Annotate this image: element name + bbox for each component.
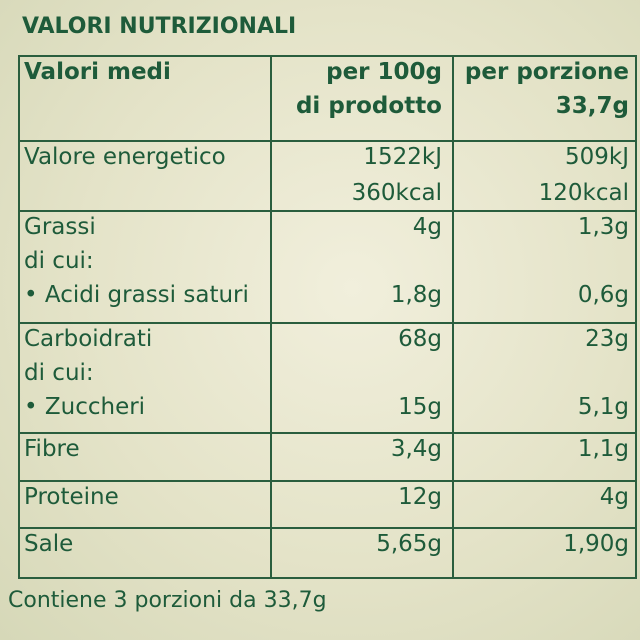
row-line bbox=[18, 210, 635, 212]
row-label: • Acidi grassi saturi bbox=[24, 282, 249, 308]
row-label: Grassi bbox=[24, 214, 96, 240]
per-100g-value: di prodotto bbox=[295, 93, 442, 119]
per-100g-value: 1522kJ bbox=[363, 144, 442, 170]
per-portion-value: 23g bbox=[585, 326, 629, 352]
per-100g-value: 15g bbox=[398, 394, 442, 420]
row-label: di cui: bbox=[24, 360, 94, 386]
row-line bbox=[18, 527, 635, 529]
row-line bbox=[18, 322, 635, 324]
row-line bbox=[18, 577, 635, 579]
row-label: Valore energetico bbox=[24, 144, 226, 170]
per-100g-value: 4g bbox=[412, 214, 442, 240]
row-label: Carboidrati bbox=[24, 326, 153, 352]
per-portion-value: 4g bbox=[599, 484, 629, 510]
per-portion-value: 1,1g bbox=[577, 436, 629, 462]
column-line bbox=[635, 55, 637, 579]
per-portion-value: 5,1g bbox=[577, 394, 629, 420]
column-line bbox=[452, 55, 454, 579]
per-portion-value: 509kJ bbox=[564, 144, 629, 170]
column-line bbox=[18, 55, 20, 579]
row-label: Valori medi bbox=[24, 59, 171, 85]
per-portion-value: 1,3g bbox=[577, 214, 629, 240]
per-portion-value: 120kcal bbox=[538, 180, 629, 206]
column-line bbox=[270, 55, 272, 579]
footer: Contiene 3 porzioni da 33,7g bbox=[8, 588, 327, 613]
per-100g-value: 12g bbox=[398, 484, 442, 510]
row-line bbox=[18, 140, 635, 142]
per-portion-value: 1,90g bbox=[563, 531, 629, 557]
row-line bbox=[18, 480, 635, 482]
per-100g-value: per 100g bbox=[326, 59, 442, 85]
title: VALORI NUTRIZIONALI bbox=[22, 14, 297, 39]
per-100g-value: 5,65g bbox=[376, 531, 442, 557]
per-100g-value: 360kcal bbox=[351, 180, 442, 206]
row-label: • Zuccheri bbox=[24, 394, 146, 420]
per-100g-value: 3,4g bbox=[390, 436, 442, 462]
per-100g-value: 68g bbox=[398, 326, 442, 352]
row-label: di cui: bbox=[24, 248, 94, 274]
row-label: Proteine bbox=[24, 484, 119, 510]
row-label: Sale bbox=[24, 531, 74, 557]
per-portion-value: 33,7g bbox=[555, 93, 629, 119]
per-portion-value: per porzione bbox=[464, 59, 629, 85]
row-line bbox=[18, 432, 635, 434]
per-100g-value: 1,8g bbox=[390, 282, 442, 308]
per-portion-value: 0,6g bbox=[577, 282, 629, 308]
row-label: Fibre bbox=[24, 436, 80, 462]
row-line bbox=[18, 55, 635, 57]
